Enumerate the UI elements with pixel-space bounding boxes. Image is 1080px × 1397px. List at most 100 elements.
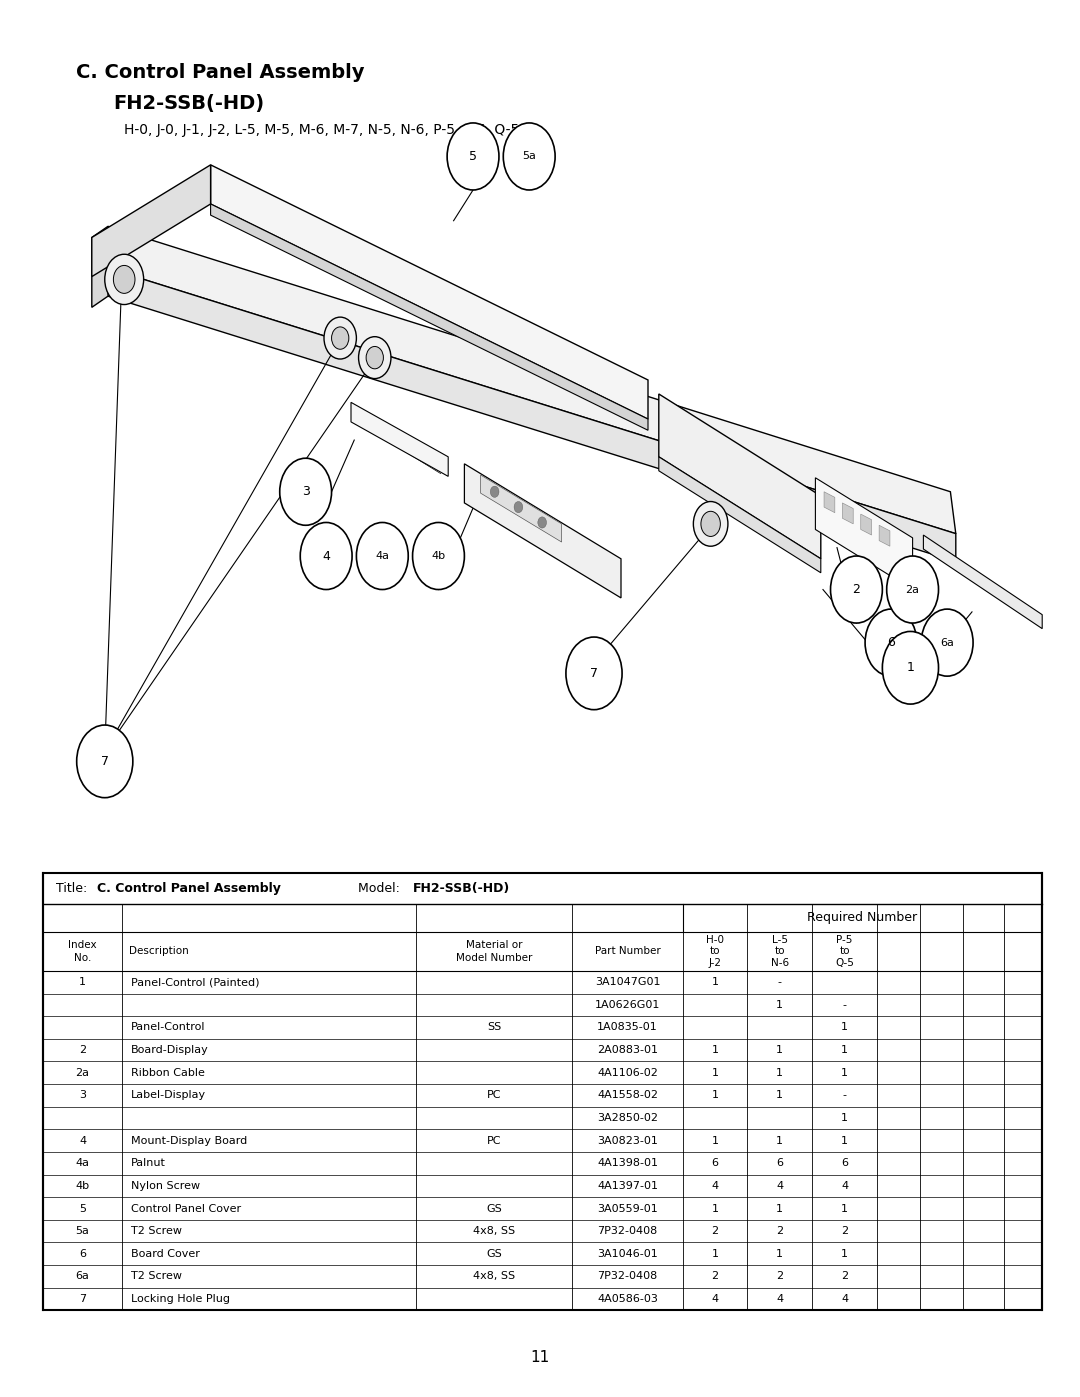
Text: 4: 4 bbox=[841, 1180, 848, 1190]
Circle shape bbox=[113, 265, 135, 293]
Polygon shape bbox=[659, 457, 821, 573]
Text: 6: 6 bbox=[887, 636, 895, 650]
Circle shape bbox=[538, 517, 546, 528]
Text: H-0, J-0, J-1, J-2, L-5, M-5, M-6, M-7, N-5, N-6, P-5, P-6, Q-5: H-0, J-0, J-1, J-2, L-5, M-5, M-6, M-7, … bbox=[124, 123, 519, 137]
Text: 3A1046-01: 3A1046-01 bbox=[597, 1249, 658, 1259]
Text: GS: GS bbox=[486, 1204, 502, 1214]
Text: H-0
to
J-2: H-0 to J-2 bbox=[706, 935, 724, 968]
Text: 1: 1 bbox=[777, 1136, 783, 1146]
Text: 1: 1 bbox=[712, 1045, 718, 1055]
Text: 4: 4 bbox=[777, 1180, 783, 1190]
Text: 1: 1 bbox=[712, 1091, 718, 1101]
Text: 1: 1 bbox=[79, 978, 86, 988]
Text: 1: 1 bbox=[841, 1204, 848, 1214]
Text: 2: 2 bbox=[777, 1271, 783, 1281]
Text: PC: PC bbox=[487, 1136, 501, 1146]
Text: 6: 6 bbox=[777, 1158, 783, 1168]
Polygon shape bbox=[923, 535, 1042, 629]
Circle shape bbox=[514, 502, 523, 513]
Text: 3A2850-02: 3A2850-02 bbox=[597, 1113, 658, 1123]
Text: 1: 1 bbox=[841, 1249, 848, 1259]
Text: 1: 1 bbox=[777, 1091, 783, 1101]
Text: 2: 2 bbox=[852, 583, 861, 597]
Circle shape bbox=[921, 609, 973, 676]
Text: 2: 2 bbox=[79, 1045, 86, 1055]
Circle shape bbox=[324, 317, 356, 359]
Text: 1: 1 bbox=[841, 1113, 848, 1123]
Text: FH2-SSB(-HD): FH2-SSB(-HD) bbox=[413, 882, 510, 895]
Polygon shape bbox=[92, 226, 108, 307]
Text: 11: 11 bbox=[530, 1351, 550, 1365]
Text: Part Number: Part Number bbox=[595, 946, 660, 957]
Text: T2 Screw: T2 Screw bbox=[131, 1271, 181, 1281]
Polygon shape bbox=[92, 165, 211, 277]
Text: 1: 1 bbox=[777, 1045, 783, 1055]
Text: 4: 4 bbox=[712, 1180, 718, 1190]
Text: 1A0626G01: 1A0626G01 bbox=[595, 1000, 660, 1010]
Text: Palnut: Palnut bbox=[131, 1158, 165, 1168]
Circle shape bbox=[105, 254, 144, 305]
Text: 4a: 4a bbox=[76, 1158, 90, 1168]
Text: 2a: 2a bbox=[906, 584, 919, 595]
Text: 1: 1 bbox=[906, 661, 915, 675]
Text: Panel-Control (Painted): Panel-Control (Painted) bbox=[131, 978, 259, 988]
Text: 5a: 5a bbox=[76, 1227, 90, 1236]
Text: 2: 2 bbox=[841, 1271, 848, 1281]
Text: 4: 4 bbox=[712, 1294, 718, 1303]
Text: 1: 1 bbox=[841, 1067, 848, 1077]
Text: 4x8, SS: 4x8, SS bbox=[473, 1227, 515, 1236]
Text: 4a: 4a bbox=[376, 550, 389, 562]
Text: 3A0559-01: 3A0559-01 bbox=[597, 1204, 658, 1214]
Text: 5: 5 bbox=[469, 149, 477, 163]
Text: 4b: 4b bbox=[76, 1180, 90, 1190]
Text: 4A1397-01: 4A1397-01 bbox=[597, 1180, 658, 1190]
Circle shape bbox=[332, 327, 349, 349]
Circle shape bbox=[300, 522, 352, 590]
Text: 5a: 5a bbox=[523, 151, 536, 162]
Text: 4: 4 bbox=[322, 549, 330, 563]
Circle shape bbox=[701, 511, 720, 536]
Text: SS: SS bbox=[487, 1023, 501, 1032]
Text: Ribbon Cable: Ribbon Cable bbox=[131, 1067, 204, 1077]
Text: 7P32-0408: 7P32-0408 bbox=[597, 1227, 658, 1236]
Text: 2: 2 bbox=[841, 1227, 848, 1236]
Text: 3: 3 bbox=[79, 1091, 86, 1101]
Text: 1: 1 bbox=[777, 1000, 783, 1010]
Circle shape bbox=[490, 486, 499, 497]
Text: Material or
Model Number: Material or Model Number bbox=[456, 940, 532, 963]
Bar bbox=[43, 873, 1042, 1310]
Text: Mount-Display Board: Mount-Display Board bbox=[131, 1136, 247, 1146]
Text: 2a: 2a bbox=[76, 1067, 90, 1077]
Text: 4: 4 bbox=[841, 1294, 848, 1303]
Text: 5: 5 bbox=[79, 1204, 86, 1214]
Text: Description: Description bbox=[129, 946, 188, 957]
Text: 1: 1 bbox=[841, 1023, 848, 1032]
Circle shape bbox=[447, 123, 499, 190]
Polygon shape bbox=[108, 268, 956, 562]
Circle shape bbox=[503, 123, 555, 190]
Text: 1: 1 bbox=[777, 1249, 783, 1259]
Polygon shape bbox=[861, 514, 872, 535]
Text: Required Number: Required Number bbox=[808, 911, 917, 925]
Text: Model:: Model: bbox=[342, 882, 404, 895]
Polygon shape bbox=[464, 464, 621, 598]
Circle shape bbox=[831, 556, 882, 623]
Text: Nylon Screw: Nylon Screw bbox=[131, 1180, 200, 1190]
Text: -: - bbox=[842, 1091, 847, 1101]
Text: 3: 3 bbox=[301, 485, 310, 499]
Text: 7: 7 bbox=[79, 1294, 86, 1303]
Polygon shape bbox=[211, 204, 648, 430]
Polygon shape bbox=[351, 402, 448, 476]
Text: 1A0835-01: 1A0835-01 bbox=[597, 1023, 658, 1032]
Polygon shape bbox=[659, 394, 821, 559]
Text: -: - bbox=[778, 978, 782, 988]
Text: 1: 1 bbox=[841, 1136, 848, 1146]
Text: 4b: 4b bbox=[431, 550, 446, 562]
Text: 7: 7 bbox=[100, 754, 109, 768]
Text: 6: 6 bbox=[712, 1158, 718, 1168]
Polygon shape bbox=[842, 503, 853, 524]
Text: 6: 6 bbox=[79, 1249, 86, 1259]
Text: 3A1047G01: 3A1047G01 bbox=[595, 978, 660, 988]
Text: 1: 1 bbox=[712, 1249, 718, 1259]
Polygon shape bbox=[108, 226, 956, 534]
